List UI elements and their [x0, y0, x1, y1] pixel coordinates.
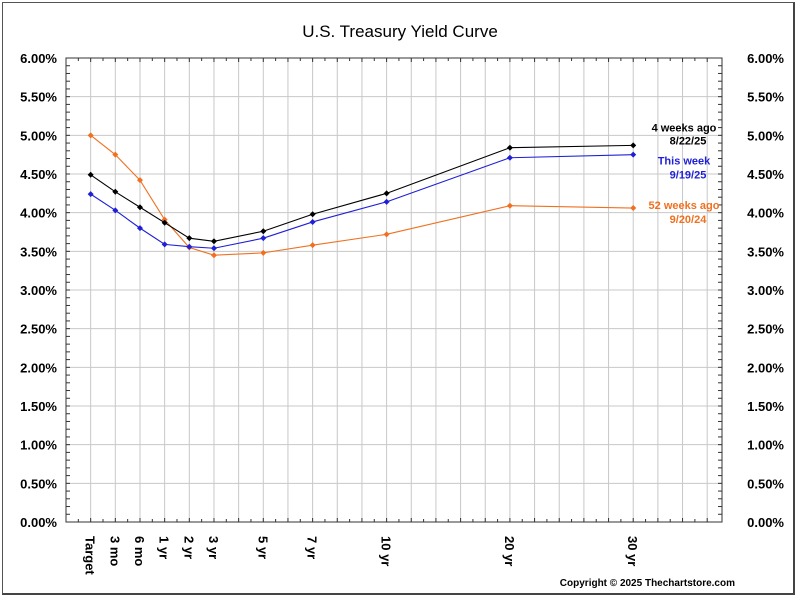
grid	[65, 57, 723, 523]
data-point	[506, 154, 513, 161]
data-point	[630, 142, 637, 149]
y-tick-label-right: 2.50%	[747, 322, 784, 337]
y-tick-label-right: 4.00%	[747, 206, 784, 221]
data-point	[136, 204, 143, 211]
data-point	[210, 245, 217, 252]
data-point	[260, 249, 267, 256]
y-tick-label-right: 1.50%	[747, 399, 784, 414]
chart-title: U.S. Treasury Yield Curve	[302, 22, 498, 41]
x-tick-label: 2 yr	[181, 536, 196, 559]
y-tick-label-left: 4.50%	[20, 167, 57, 182]
data-point	[136, 177, 143, 184]
x-tick-label: 7 yr	[305, 536, 320, 559]
data-point	[260, 228, 267, 235]
y-axis-right: 0.00% 0.50% 1.00% 1.50% 2.00% 2.50% 3.00% 3.50%…	[747, 51, 784, 530]
data-point	[161, 219, 168, 226]
y-tick-label-left: 6.00%	[20, 51, 57, 66]
x-tick-label: 5 yr	[255, 536, 270, 559]
y-tick-label-right: 5.00%	[747, 128, 784, 143]
x-tick-label: 6 mo	[132, 536, 147, 566]
y-tick-label-left: 5.00%	[20, 128, 57, 143]
data-point	[112, 151, 119, 158]
y-tick-label-right: 5.50%	[747, 90, 784, 105]
data-point	[309, 218, 316, 225]
x-axis-labels: Target 3 mo 6 mo 1 yr 2 yr 3 yr 5 yr 7 yr 10 yr 2…	[83, 536, 641, 575]
y-tick-label-right: 3.50%	[747, 244, 784, 259]
x-tick-label: 30 yr	[625, 536, 640, 566]
y-tick-label-left: 2.50%	[20, 322, 57, 337]
series-group	[87, 132, 637, 259]
data-point	[630, 151, 637, 158]
y-tick-label-left: 3.50%	[20, 244, 57, 259]
data-point	[309, 211, 316, 218]
data-point	[309, 242, 316, 249]
y-axis-left: 0.00% 0.50% 1.00% 1.50% 2.00% 2.50% 3.00% 3.50%…	[20, 51, 57, 530]
y-tick-label-left: 3.00%	[20, 283, 57, 298]
data-point	[161, 241, 168, 248]
copyright-note: Copyright © 2025 Thechartstore.com	[560, 578, 735, 589]
y-tick-label-right: 3.00%	[747, 283, 784, 298]
y-tick-label-left: 1.00%	[20, 438, 57, 453]
data-point	[260, 235, 267, 242]
legend-date: 9/19/25	[670, 170, 707, 182]
axis-ticks	[66, 57, 722, 522]
data-point	[186, 243, 193, 250]
data-point	[210, 252, 217, 259]
x-tick-label: 3 mo	[107, 536, 122, 566]
data-point	[136, 225, 143, 232]
data-point	[210, 238, 217, 245]
legend-label: This week	[658, 156, 711, 168]
y-tick-label-right: 0.00%	[747, 515, 784, 530]
data-point	[112, 188, 119, 195]
legend-date: 8/22/25	[670, 135, 707, 147]
data-point	[161, 216, 168, 223]
y-tick-label-left: 0.50%	[20, 476, 57, 491]
data-point	[87, 191, 94, 198]
data-point	[506, 144, 513, 151]
x-tick-label: 20 yr	[502, 536, 517, 566]
y-tick-label-left: 5.50%	[20, 90, 57, 105]
y-tick-label-left: 0.00%	[20, 515, 57, 530]
x-tick-label: Target	[83, 536, 98, 575]
y-tick-label-right: 4.50%	[747, 167, 784, 182]
y-tick-label-left: 2.00%	[20, 360, 57, 375]
y-tick-label-left: 1.50%	[20, 399, 57, 414]
data-point	[383, 198, 390, 205]
y-tick-label-right: 0.50%	[747, 476, 784, 491]
y-tick-label-right: 2.00%	[747, 360, 784, 375]
data-point	[112, 207, 119, 214]
y-tick-label-right: 6.00%	[747, 51, 784, 66]
data-point	[506, 202, 513, 209]
data-point	[630, 205, 637, 212]
legend-date: 9/20/24	[670, 214, 708, 226]
data-point	[383, 231, 390, 238]
x-tick-label: 1 yr	[157, 536, 172, 559]
data-point	[383, 190, 390, 197]
x-tick-label: 10 yr	[379, 536, 394, 566]
y-tick-label-right: 1.00%	[747, 438, 784, 453]
x-tick-label: 3 yr	[206, 536, 221, 559]
legend-label: 4 weeks ago	[652, 122, 717, 134]
data-point	[87, 171, 94, 178]
data-point	[87, 132, 94, 139]
y-tick-label-left: 4.00%	[20, 206, 57, 221]
data-point	[186, 235, 193, 242]
legend-label: 52 weeks ago	[649, 200, 720, 212]
chart-frame	[2, 2, 795, 595]
